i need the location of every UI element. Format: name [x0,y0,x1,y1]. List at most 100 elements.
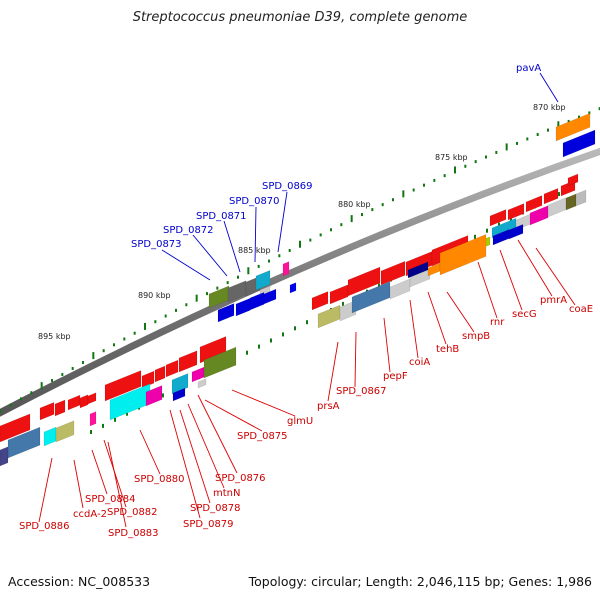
gene-block [567,173,579,187]
leader-line [254,206,257,263]
scale-tick [342,301,344,306]
scale-tick [402,190,405,198]
scale-tick [51,379,53,383]
gene-block [165,359,179,378]
gene-block [43,426,57,447]
scale-tick [526,137,529,141]
scale-tick [588,111,591,115]
scale-tick [185,303,188,307]
scale-tick [114,417,116,422]
accession-text: Accession: NC_008533 [8,574,151,589]
scale-tick [350,215,353,223]
gene-block [263,288,277,305]
gene-block [255,269,271,291]
label-SPD_0873: SPD_0873 [131,239,182,250]
scale-tick [381,203,384,207]
scale-tick [598,107,600,111]
scale-tick [175,308,177,312]
gene-block [235,297,251,317]
scale-tick [378,283,380,288]
scale-label-870: 870 kbp [533,103,566,112]
label-SPD_0867: SPD_0867 [336,386,387,397]
leader-line [409,299,419,359]
scale-tick [433,178,436,182]
scale-tick [412,188,415,192]
leader-line [179,409,211,504]
scale-tick [495,150,498,154]
leader-line [139,429,161,475]
scale-tick [216,286,219,290]
scale-tick [113,343,115,347]
scale-label-875: 875 kbp [435,153,468,162]
leader-line [446,291,475,333]
gene-block [89,411,97,427]
label-SPD_0876: SPD_0876 [215,473,266,484]
label-SPD_0878: SPD_0878 [190,503,241,514]
bottom-gene-labels: coaE pmrA secG rnr smpB tehB coiA pepF S… [19,295,593,539]
gene-block [39,401,55,421]
gene-block [562,129,596,158]
label-ccdA-2: ccdA-2 [73,509,107,520]
scale-tick [102,349,105,353]
label-SPD_0875: SPD_0875 [237,431,288,442]
label-SPD_0880: SPD_0880 [134,474,185,485]
scale-label-890: 890 kbp [138,291,171,300]
scale-tick [246,350,248,355]
gene-block [217,303,235,323]
scale-tick [486,228,488,233]
leader-line [192,234,228,277]
gene-block [191,366,205,383]
scale-tick [319,233,322,237]
gene-block [565,193,577,211]
gene-block [172,387,186,402]
scale-label-885: 885 kbp [238,246,271,255]
top-gene-labels: pavA SPD_0869 SPD_0870 SPD_0871 SPD_0872… [131,63,541,250]
gene-block [389,278,411,300]
gene-block [508,223,524,240]
scale-tick [340,223,343,227]
gene-features [0,112,596,467]
scale-tick [464,164,467,168]
label-coiA: coiA [409,357,430,368]
scale-tick [20,397,22,401]
label-SPD_0884: SPD_0884 [85,494,136,505]
scale-tick [557,121,560,129]
scale-tick [30,391,33,395]
gene-block [507,203,525,221]
scale-tick [133,331,136,335]
gene-block [54,399,66,417]
scale-tick [270,338,272,343]
leader-line [427,291,447,345]
label-SPD_0879: SPD_0879 [183,519,234,530]
leader-line [477,261,498,319]
label-SPD_0869: SPD_0869 [262,181,313,192]
scale-tick [485,155,487,159]
gene-block [67,394,81,411]
leader-line [107,441,127,528]
leader-line [277,191,288,253]
label-pmrA: pmrA [540,295,567,306]
scale-tick [0,409,2,413]
gene-block [203,346,237,379]
scale-tick [123,337,126,341]
gene-block [249,291,265,311]
scale-tick [278,254,281,258]
scale-tick [164,314,167,318]
scale-tick [306,320,308,325]
gene-block [178,350,198,373]
scale-tick [474,234,476,239]
map-title: Streptococcus pneumoniae D39, complete g… [132,10,468,25]
gene-block [380,260,406,286]
scale-tick [226,281,229,285]
gene-block [145,385,163,407]
genome-backbone [0,147,600,417]
scale-tick [154,320,157,324]
gene-block [575,189,587,207]
scale-tick [40,382,43,390]
label-SPD_0883: SPD_0883 [108,528,159,539]
scale-tick [90,430,92,434]
gene-block [311,291,329,311]
topology-text: Topology: circular; Length: 2,046,115 bp… [248,574,592,589]
scale-tick [206,292,208,296]
scale-tick [309,238,312,242]
